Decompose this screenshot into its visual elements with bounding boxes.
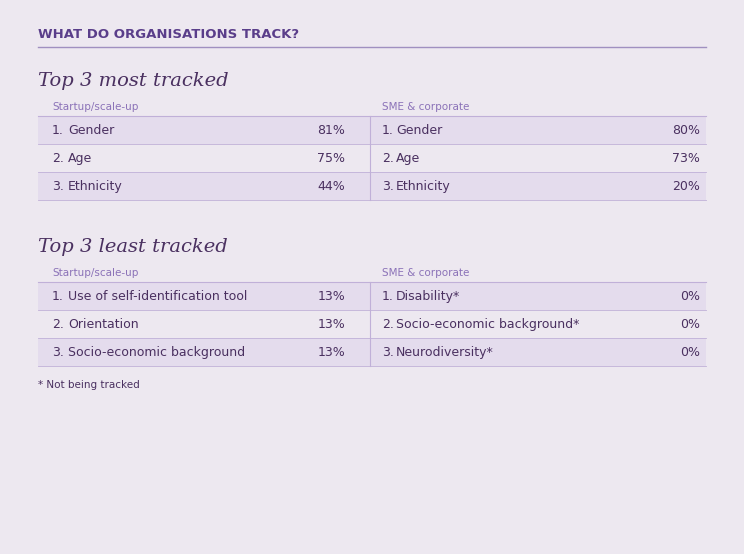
Text: 0%: 0% — [680, 290, 700, 303]
Text: Gender: Gender — [396, 124, 442, 137]
Text: 80%: 80% — [672, 124, 700, 137]
Text: 1.: 1. — [52, 290, 64, 303]
Text: 20%: 20% — [672, 180, 700, 193]
Text: Top 3 least tracked: Top 3 least tracked — [38, 238, 228, 256]
Text: WHAT DO ORGANISATIONS TRACK?: WHAT DO ORGANISATIONS TRACK? — [38, 28, 299, 41]
Text: 13%: 13% — [317, 346, 345, 359]
Text: 75%: 75% — [317, 152, 345, 165]
Text: 3.: 3. — [52, 346, 64, 359]
Text: Orientation: Orientation — [68, 318, 138, 331]
Text: 0%: 0% — [680, 346, 700, 359]
Bar — [38, 338, 706, 366]
Bar — [38, 310, 706, 338]
Text: 3.: 3. — [382, 180, 394, 193]
Bar — [38, 282, 706, 310]
Text: 1.: 1. — [382, 124, 394, 137]
Text: Startup/scale-up: Startup/scale-up — [52, 102, 138, 112]
Text: Age: Age — [396, 152, 420, 165]
Text: SME & corporate: SME & corporate — [382, 102, 469, 112]
Text: 2.: 2. — [52, 152, 64, 165]
Text: 81%: 81% — [317, 124, 345, 137]
Text: Top 3 most tracked: Top 3 most tracked — [38, 72, 228, 90]
Text: 3.: 3. — [52, 180, 64, 193]
Text: Disability*: Disability* — [396, 290, 461, 303]
Text: Ethnicity: Ethnicity — [396, 180, 451, 193]
Text: 13%: 13% — [317, 290, 345, 303]
Text: 1.: 1. — [382, 290, 394, 303]
Bar — [38, 144, 706, 172]
Text: 0%: 0% — [680, 318, 700, 331]
Text: 2.: 2. — [382, 318, 394, 331]
Text: * Not being tracked: * Not being tracked — [38, 380, 140, 390]
Text: Socio-economic background*: Socio-economic background* — [396, 318, 580, 331]
Text: Use of self-identification tool: Use of self-identification tool — [68, 290, 247, 303]
Text: 73%: 73% — [672, 152, 700, 165]
Text: Gender: Gender — [68, 124, 115, 137]
Text: Neurodiversity*: Neurodiversity* — [396, 346, 494, 359]
Text: Age: Age — [68, 152, 92, 165]
Text: 44%: 44% — [317, 180, 345, 193]
Bar — [38, 172, 706, 200]
Text: SME & corporate: SME & corporate — [382, 268, 469, 278]
Text: Startup/scale-up: Startup/scale-up — [52, 268, 138, 278]
Text: 3.: 3. — [382, 346, 394, 359]
Text: 1.: 1. — [52, 124, 64, 137]
Text: 2.: 2. — [52, 318, 64, 331]
Text: 2.: 2. — [382, 152, 394, 165]
Bar — [38, 116, 706, 144]
Text: Ethnicity: Ethnicity — [68, 180, 123, 193]
Text: Socio-economic background: Socio-economic background — [68, 346, 245, 359]
Text: 13%: 13% — [317, 318, 345, 331]
